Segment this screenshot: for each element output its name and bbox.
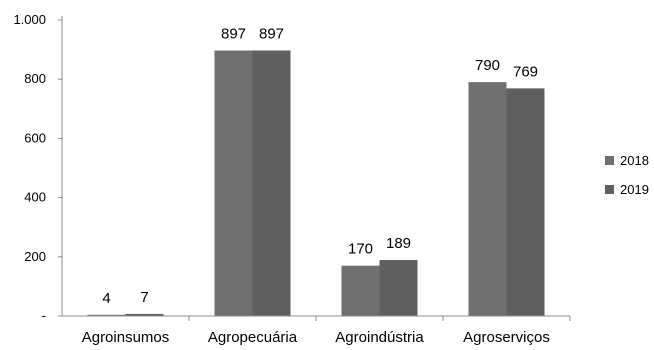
y-tick-label: 400	[24, 190, 46, 205]
bar-2019-0	[125, 313, 164, 316]
bar-2018-3	[468, 82, 507, 316]
y-axis: - 200 400 600 800 1.000	[13, 12, 63, 323]
data-label: 189	[386, 235, 411, 252]
y-tick-label: 600	[24, 130, 46, 145]
data-label: 790	[475, 57, 500, 74]
data-labels: 4 7 897 897 170 189 790 769	[102, 25, 538, 306]
x-category-label: Agroserviços	[463, 329, 550, 346]
bar-2019-2	[379, 260, 418, 316]
bar-2018-2	[341, 265, 380, 316]
y-tick-label: 1.000	[13, 12, 46, 27]
legend-label: 2018	[620, 153, 649, 168]
legend-swatch-2018	[605, 156, 614, 165]
bar-2018-0	[87, 314, 126, 316]
data-label: 4	[102, 290, 110, 307]
x-category-label: Agroinsumos	[82, 329, 170, 346]
legend-label: 2019	[620, 182, 649, 197]
data-label: 897	[259, 25, 284, 42]
data-label: 769	[513, 63, 538, 80]
y-tick-label: -	[42, 308, 46, 323]
y-tick-label: 800	[24, 71, 46, 86]
legend-swatch-2019	[605, 185, 614, 194]
y-tick-label: 200	[24, 249, 46, 264]
bar-2018-1	[214, 50, 253, 316]
data-label: 170	[348, 241, 373, 258]
data-label: 897	[221, 25, 246, 42]
x-category-label: Agroindústria	[335, 329, 424, 346]
x-category-label: Agropecuária	[208, 329, 298, 346]
bar-2019-3	[506, 88, 545, 316]
data-label: 7	[140, 289, 148, 306]
bars	[87, 50, 545, 316]
bar-2019-1	[252, 50, 291, 316]
legend: 2018 2019	[605, 153, 649, 197]
x-axis: Agroinsumos Agropecuária Agroindústria Agro…	[62, 315, 571, 346]
